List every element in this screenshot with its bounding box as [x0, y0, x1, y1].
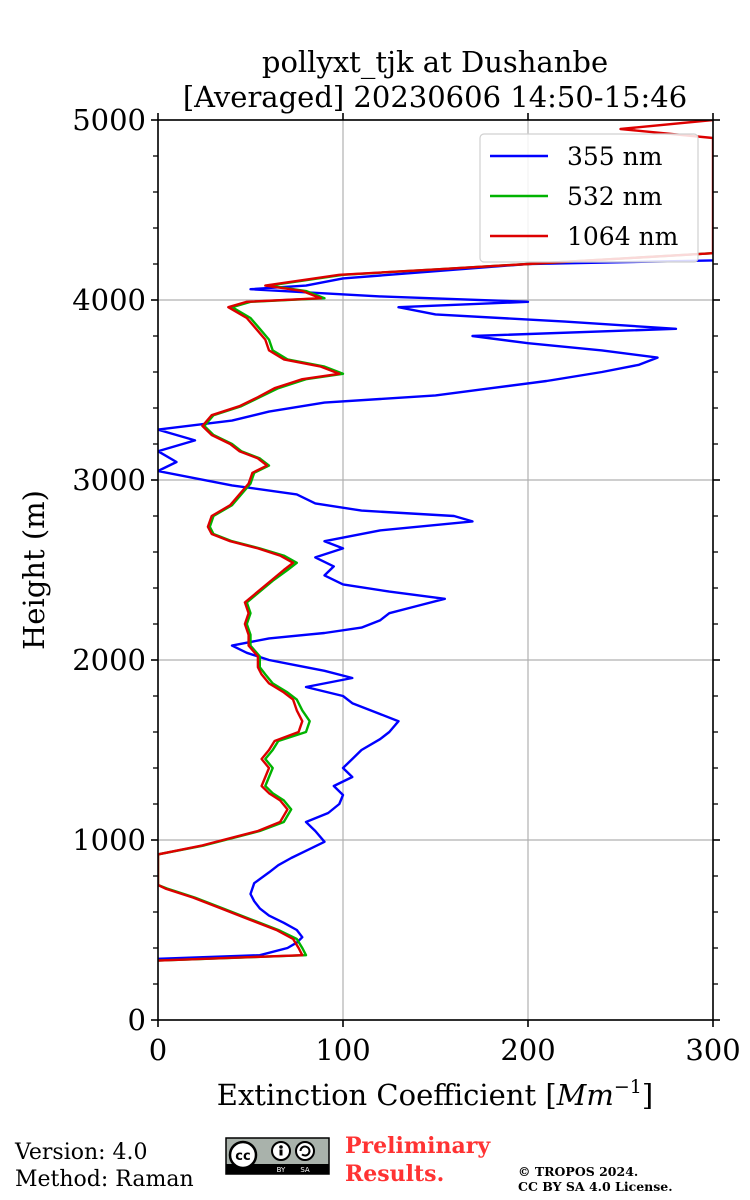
- y-tick-label: 3000: [72, 463, 146, 497]
- cc-by-text: BY: [277, 1166, 286, 1174]
- y-tick-label: 2000: [72, 643, 146, 677]
- copyright-line-2: CC BY SA 4.0 License.: [518, 1179, 673, 1194]
- series-lines: [158, 120, 713, 962]
- copyright-notice: © TROPOS 2024. CC BY SA 4.0 License.: [518, 1164, 673, 1194]
- x-tick-label: 100: [315, 1033, 370, 1067]
- x-axis-label-exponent: −1: [614, 1076, 642, 1098]
- x-axis-label-close: ]: [642, 1078, 653, 1112]
- cc-license-badge: cc BY SA: [225, 1137, 330, 1175]
- chart-title: pollyxt_tjk at Dushanbe: [262, 45, 608, 80]
- y-tick-label: 4000: [72, 283, 146, 317]
- cc-icon: [228, 1140, 258, 1170]
- y-tick-label: 0: [128, 1003, 146, 1037]
- x-tick-label: 200: [500, 1033, 555, 1067]
- legend-label-1064: 1064 nm: [567, 222, 679, 251]
- x-tick-label: 0: [149, 1033, 167, 1067]
- x-axis-label: Extinction Coefficient [Mm−1]: [217, 1076, 653, 1112]
- x-axis-label-unit: Mm: [556, 1078, 614, 1112]
- x-tick-label: 300: [685, 1033, 740, 1067]
- y-axis-label: Height (m): [17, 490, 51, 650]
- y-tick-label: 1000: [72, 823, 146, 857]
- copyright-line-1: © TROPOS 2024.: [518, 1164, 639, 1179]
- legend-label-532: 532 nm: [567, 182, 663, 211]
- chart-subtitle: [Averaged] 20230606 14:50-15:46: [183, 80, 687, 114]
- cc-sa-text: SA: [300, 1166, 310, 1174]
- series-line-532-nm: [158, 252, 713, 962]
- legend-box: [479, 133, 699, 263]
- preliminary-notice: Preliminary Results.: [345, 1132, 490, 1188]
- preliminary-line-2: Results.: [345, 1161, 445, 1187]
- series-line-355-nm: [158, 259, 713, 960]
- version-text: Version: 4.0: [15, 1140, 148, 1165]
- plot-frame: [157, 119, 714, 1021]
- legend-label-355: 355 nm: [567, 142, 663, 171]
- preliminary-line-1: Preliminary: [345, 1133, 491, 1159]
- cc-icon-text: cc: [235, 1149, 250, 1164]
- y-tick-label: 5000: [72, 103, 146, 137]
- series-line-1064-nm: [158, 120, 713, 962]
- method-text: Method: Raman: [15, 1167, 194, 1192]
- x-axis-label-main: Extinction Coefficient [: [217, 1078, 557, 1112]
- legend: 355 nm 532 nm 1064 nm: [479, 133, 699, 263]
- sa-icon: [295, 1141, 315, 1161]
